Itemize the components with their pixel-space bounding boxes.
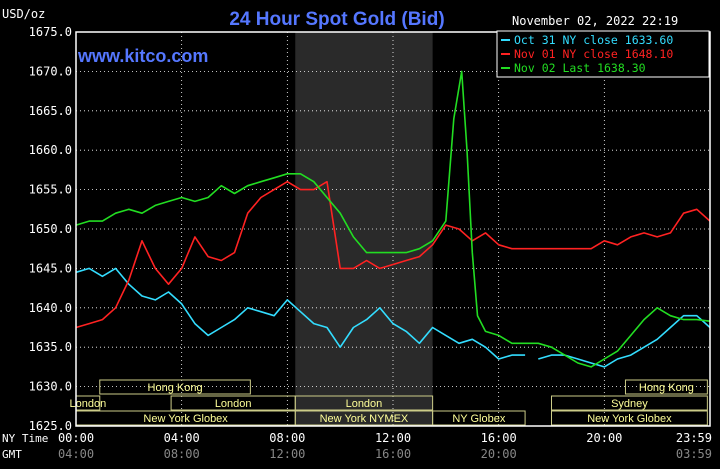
session-box bbox=[551, 395, 708, 411]
datetime-label: November 02, 2022 22:19 bbox=[512, 14, 678, 28]
x-tick-label-gmt: 20:00 bbox=[481, 447, 517, 461]
x-tick-label-ny: 23:59 bbox=[676, 431, 712, 445]
y-tick-label: 1635.0 bbox=[29, 340, 72, 354]
session-box bbox=[551, 410, 708, 426]
x-tick-label-ny: 04:00 bbox=[164, 431, 200, 445]
x-tick-label-ny: 08:00 bbox=[269, 431, 305, 445]
y-tick-label: 1640.0 bbox=[29, 301, 72, 315]
session-label: London bbox=[70, 398, 107, 410]
session-label: Hong Kong bbox=[639, 382, 694, 394]
x-tick-label-ny: 20:00 bbox=[586, 431, 622, 445]
y-tick-label: 1660.0 bbox=[29, 143, 72, 157]
session-box bbox=[432, 410, 526, 426]
session-box bbox=[99, 379, 251, 395]
x-row-label-ny: NY Time bbox=[2, 432, 48, 445]
y-tick-label: 1670.0 bbox=[29, 64, 72, 78]
unit-label: USD/oz bbox=[2, 7, 45, 21]
session-label: NY Globex bbox=[452, 413, 505, 425]
session-label: New York Globex bbox=[143, 413, 228, 425]
y-tick-label: 1675.0 bbox=[29, 25, 72, 39]
legend-entry: Nov 02 Last 1638.30 bbox=[514, 61, 646, 75]
x-tick-label-ny: 16:00 bbox=[481, 431, 517, 445]
y-tick-label: 1665.0 bbox=[29, 104, 72, 118]
session-label: Hong Kong bbox=[148, 382, 203, 394]
y-tick-label: 1655.0 bbox=[29, 183, 72, 197]
x-tick-label-gmt: 03:59 bbox=[676, 447, 712, 461]
x-row-label-gmt: GMT bbox=[2, 448, 22, 461]
session-label: New York NYMEX bbox=[320, 413, 409, 425]
nymex-session-shade bbox=[295, 32, 433, 426]
series-line-1 bbox=[75, 180, 711, 329]
y-tick-label: 1645.0 bbox=[29, 261, 72, 275]
x-tick-label-gmt: 16:00 bbox=[375, 447, 411, 461]
session-label: New York Globex bbox=[587, 413, 672, 425]
session-box bbox=[624, 379, 708, 395]
y-tick-label: 1630.0 bbox=[29, 380, 72, 394]
x-tick-label-gmt: 04:00 bbox=[58, 447, 94, 461]
legend-entry: Oct 31 NY close 1633.60 bbox=[514, 33, 673, 47]
legend-entry: Nov 01 NY close 1648.10 bbox=[514, 47, 673, 61]
x-tick-label-gmt: 12:00 bbox=[269, 447, 305, 461]
plot-frame bbox=[75, 31, 711, 427]
watermark: www.kitco.com bbox=[77, 46, 208, 66]
x-tick-label-ny: 00:00 bbox=[58, 431, 94, 445]
x-tick-label-ny: 12:00 bbox=[375, 431, 411, 445]
y-tick-label: 1625.0 bbox=[29, 419, 72, 433]
y-tick-label: 1650.0 bbox=[29, 222, 72, 236]
session-label: Sydney bbox=[611, 398, 648, 410]
x-tick-label-gmt: 08:00 bbox=[164, 447, 200, 461]
session-label: London bbox=[346, 398, 383, 410]
series-line-2 bbox=[75, 70, 711, 368]
session-label: London bbox=[215, 398, 252, 410]
chart-title: 24 Hour Spot Gold (Bid) bbox=[229, 9, 444, 30]
legend-box bbox=[496, 30, 710, 78]
session-box bbox=[294, 395, 434, 411]
